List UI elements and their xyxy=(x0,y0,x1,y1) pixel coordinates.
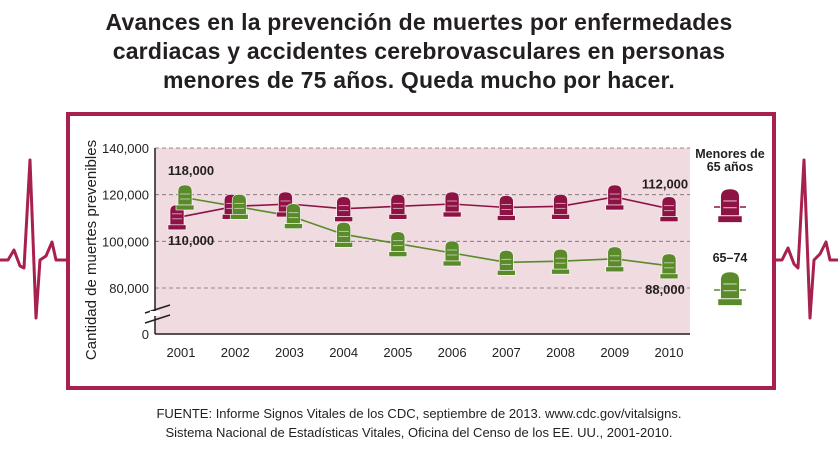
series-line-0 xyxy=(180,196,670,218)
x-tick-label: 2005 xyxy=(383,345,412,360)
data-point-marker xyxy=(605,184,625,211)
legend-label: Menores de xyxy=(695,147,765,161)
x-tick-label: 2007 xyxy=(492,345,521,360)
axis-break-mark xyxy=(144,304,171,314)
data-point-marker xyxy=(334,196,353,222)
axis-break-mark xyxy=(144,314,171,324)
x-tick-label: 2009 xyxy=(600,345,629,360)
data-point-marker xyxy=(497,195,516,221)
data-point-marker xyxy=(388,194,408,220)
data-label: 110,000 xyxy=(168,233,214,248)
axis-break-gap xyxy=(150,311,160,316)
series-line-1 xyxy=(180,196,670,267)
data-point-marker xyxy=(388,231,408,257)
y-axis-label: Cantidad de muertes prevenibles xyxy=(83,140,100,360)
legend-label: 65 años xyxy=(707,160,754,174)
tombstone-icon xyxy=(717,271,743,306)
data-point-marker xyxy=(442,191,462,218)
x-tick-label: 2008 xyxy=(546,345,575,360)
data-point-marker xyxy=(442,240,462,267)
source-line: FUENTE: Informe Signos Vitales de los CD… xyxy=(156,406,682,421)
data-point-marker xyxy=(659,196,679,222)
tombstone-icon xyxy=(717,188,743,223)
x-tick-label: 2003 xyxy=(275,345,304,360)
data-point-marker xyxy=(497,250,516,276)
title-line: menores de 75 años. Queda mucho por hace… xyxy=(162,67,675,93)
source-note: FUENTE: Informe Signos Vitales de los CD… xyxy=(0,404,838,442)
y-tick-label: 120,000 xyxy=(102,188,149,203)
legend-label: 65–74 xyxy=(713,251,748,265)
y-tick-label: 0 xyxy=(142,327,149,342)
x-tick-label: 2001 xyxy=(167,345,196,360)
x-tick-label: 2006 xyxy=(438,345,467,360)
x-tick-label: 2002 xyxy=(221,345,250,360)
heartbeat-right-icon xyxy=(772,158,838,320)
data-point-marker xyxy=(284,203,303,229)
y-tick-label: 140,000 xyxy=(102,141,149,156)
y-tick-label: 100,000 xyxy=(102,234,149,249)
data-label: 118,000 xyxy=(168,163,214,178)
legend-entry: 65–74 xyxy=(713,251,748,306)
data-point-marker xyxy=(605,246,625,273)
title-line: cardiacas y accidentes cerebrovasculares… xyxy=(112,38,726,64)
heartbeat-left-icon xyxy=(0,158,70,320)
title-line: Avances en la prevención de muertes por … xyxy=(105,9,733,35)
data-point-marker xyxy=(175,184,195,211)
source-line: Sistema Nacional de Estadísticas Vitales… xyxy=(165,425,673,440)
data-point-marker xyxy=(659,253,679,280)
y-tick-label: 80,000 xyxy=(109,281,149,296)
data-point-marker xyxy=(551,194,570,220)
data-label: 112,000 xyxy=(642,177,688,192)
x-tick-label: 2004 xyxy=(329,345,358,360)
chart-title: Avances en la prevención de muertes por … xyxy=(0,8,838,95)
data-point-marker xyxy=(334,222,353,248)
data-label: 88,000 xyxy=(645,282,685,297)
data-point-marker xyxy=(229,194,249,220)
x-tick-label: 2010 xyxy=(655,345,684,360)
data-point-marker xyxy=(551,248,570,275)
